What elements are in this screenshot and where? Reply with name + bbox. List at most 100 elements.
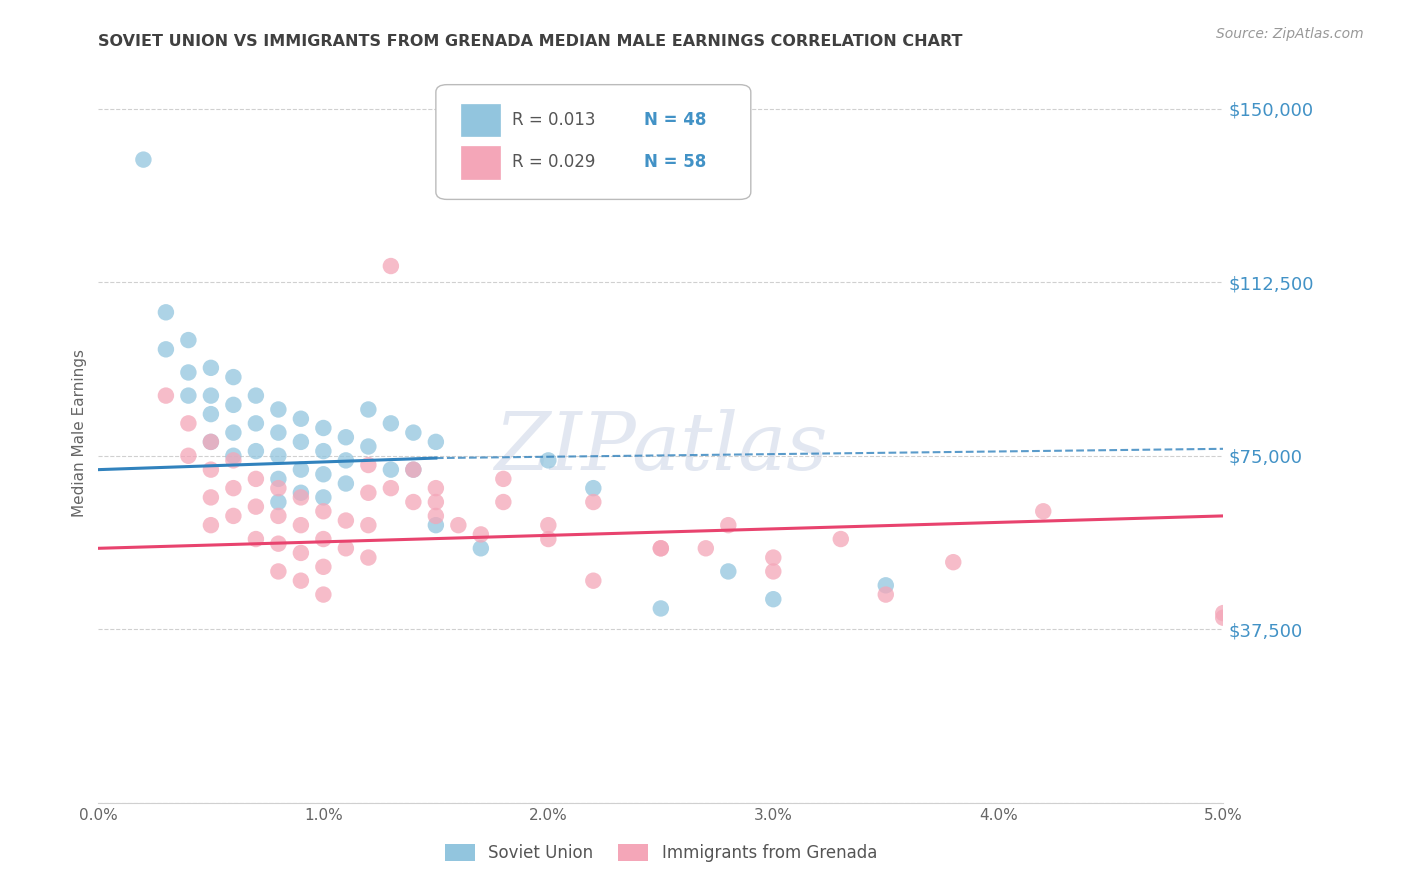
Point — [335, 430, 357, 444]
Point — [222, 453, 245, 467]
Point — [312, 532, 335, 546]
Point — [222, 398, 245, 412]
Point — [650, 541, 672, 556]
Point — [290, 434, 312, 449]
Point — [200, 434, 222, 449]
Point — [335, 541, 357, 556]
Point — [200, 462, 222, 476]
Point — [290, 491, 312, 505]
Point — [200, 434, 222, 449]
Point — [335, 476, 357, 491]
Point — [357, 485, 380, 500]
Point — [267, 472, 290, 486]
Point — [582, 495, 605, 509]
Point — [402, 462, 425, 476]
Point — [402, 495, 425, 509]
Point — [177, 366, 200, 380]
Point — [312, 421, 335, 435]
Point — [942, 555, 965, 569]
Point — [717, 518, 740, 533]
Point — [290, 485, 312, 500]
Bar — [461, 146, 501, 178]
Point — [650, 601, 672, 615]
Point — [312, 504, 335, 518]
Point — [200, 407, 222, 421]
Point — [380, 259, 402, 273]
Point — [425, 508, 447, 523]
Point — [132, 153, 155, 167]
Point — [177, 333, 200, 347]
Point — [650, 541, 672, 556]
Point — [155, 388, 177, 402]
Point — [357, 550, 380, 565]
Point — [492, 495, 515, 509]
Point — [222, 370, 245, 384]
Point — [245, 532, 267, 546]
Point — [425, 495, 447, 509]
Point — [447, 518, 470, 533]
Text: N = 58: N = 58 — [644, 153, 706, 171]
Point — [492, 472, 515, 486]
Point — [177, 388, 200, 402]
Text: ZIPatlas: ZIPatlas — [494, 409, 828, 486]
Point — [312, 467, 335, 482]
Point — [762, 592, 785, 607]
Point — [177, 449, 200, 463]
Point — [290, 574, 312, 588]
Point — [1032, 504, 1054, 518]
Point — [402, 462, 425, 476]
Point — [335, 453, 357, 467]
Point — [267, 536, 290, 550]
Point — [425, 434, 447, 449]
Text: R = 0.029: R = 0.029 — [512, 153, 596, 171]
Point — [1212, 610, 1234, 624]
Point — [290, 462, 312, 476]
Point — [267, 449, 290, 463]
Point — [155, 305, 177, 319]
Point — [582, 481, 605, 495]
Point — [267, 508, 290, 523]
Point — [357, 402, 380, 417]
Text: Source: ZipAtlas.com: Source: ZipAtlas.com — [1216, 27, 1364, 41]
Point — [312, 588, 335, 602]
Point — [537, 453, 560, 467]
Point — [875, 588, 897, 602]
Point — [582, 574, 605, 588]
Point — [245, 388, 267, 402]
Point — [357, 518, 380, 533]
Y-axis label: Median Male Earnings: Median Male Earnings — [72, 349, 87, 516]
Point — [245, 500, 267, 514]
Point — [312, 491, 335, 505]
Point — [222, 449, 245, 463]
Point — [222, 425, 245, 440]
Point — [177, 417, 200, 431]
Point — [267, 495, 290, 509]
Point — [267, 565, 290, 579]
Point — [222, 481, 245, 495]
Point — [470, 541, 492, 556]
Point — [312, 444, 335, 458]
FancyBboxPatch shape — [436, 85, 751, 200]
Point — [290, 411, 312, 425]
Point — [762, 550, 785, 565]
Point — [425, 518, 447, 533]
Point — [267, 425, 290, 440]
Point — [762, 565, 785, 579]
Text: N = 48: N = 48 — [644, 112, 706, 129]
Point — [357, 440, 380, 454]
Point — [830, 532, 852, 546]
Point — [200, 388, 222, 402]
Point — [537, 518, 560, 533]
Text: SOVIET UNION VS IMMIGRANTS FROM GRENADA MEDIAN MALE EARNINGS CORRELATION CHART: SOVIET UNION VS IMMIGRANTS FROM GRENADA … — [98, 34, 963, 49]
Point — [470, 527, 492, 541]
Point — [200, 360, 222, 375]
Point — [695, 541, 717, 556]
Point — [537, 532, 560, 546]
Text: R = 0.013: R = 0.013 — [512, 112, 596, 129]
Point — [200, 491, 222, 505]
Point — [245, 472, 267, 486]
Point — [380, 462, 402, 476]
Point — [267, 481, 290, 495]
Point — [380, 417, 402, 431]
Point — [200, 518, 222, 533]
